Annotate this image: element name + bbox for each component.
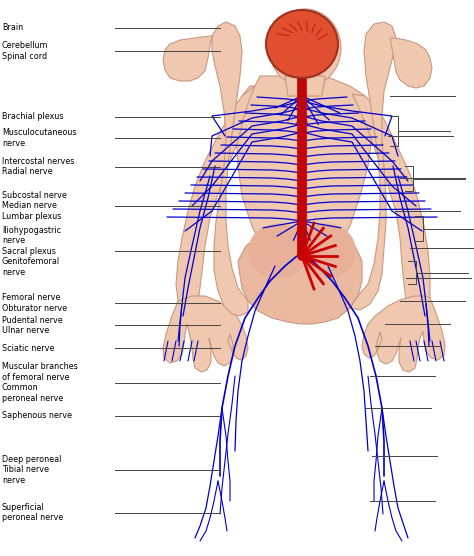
Text: Muscular branches
of femoral nerve
Common
peroneal nerve: Muscular branches of femoral nerve Commo… <box>2 363 78 403</box>
Polygon shape <box>285 76 325 96</box>
Text: Saphenous nerve: Saphenous nerve <box>2 411 72 420</box>
Polygon shape <box>390 38 432 88</box>
Polygon shape <box>362 296 445 372</box>
Text: Pudental nerve
Ulnar nerve: Pudental nerve Ulnar nerve <box>2 316 63 335</box>
Text: Musculocutaneous
nerve: Musculocutaneous nerve <box>2 128 76 147</box>
Ellipse shape <box>248 224 308 279</box>
Text: Iliohypogastric
nerve
Sacral plexus
Genitofemoral
nerve: Iliohypogastric nerve Sacral plexus Geni… <box>2 226 61 277</box>
Polygon shape <box>238 228 362 324</box>
Polygon shape <box>176 86 255 308</box>
Ellipse shape <box>296 224 356 279</box>
Text: Sciatic nerve: Sciatic nerve <box>2 344 55 353</box>
Text: Brachial plexus: Brachial plexus <box>2 112 64 121</box>
Text: Cerebellum
Spinal cord: Cerebellum Spinal cord <box>2 42 48 61</box>
Ellipse shape <box>266 10 338 78</box>
Text: Superficial
peroneal nerve: Superficial peroneal nerve <box>2 503 63 522</box>
Text: Intercostal nerves
Radial nerve: Intercostal nerves Radial nerve <box>2 157 74 176</box>
Text: Femoral nerve
Obturator nerve: Femoral nerve Obturator nerve <box>2 294 67 312</box>
Polygon shape <box>350 22 396 310</box>
Text: Subcostal nerve
Median nerve
Lumbar plexus: Subcostal nerve Median nerve Lumbar plex… <box>2 191 67 221</box>
Text: Deep peroneal
Tibial nerve
nerve: Deep peroneal Tibial nerve nerve <box>2 455 61 485</box>
Polygon shape <box>352 94 430 321</box>
Text: Brain: Brain <box>2 23 23 32</box>
Ellipse shape <box>269 9 341 87</box>
Polygon shape <box>163 36 212 81</box>
Polygon shape <box>236 76 372 278</box>
Polygon shape <box>212 22 248 316</box>
Polygon shape <box>163 296 248 372</box>
